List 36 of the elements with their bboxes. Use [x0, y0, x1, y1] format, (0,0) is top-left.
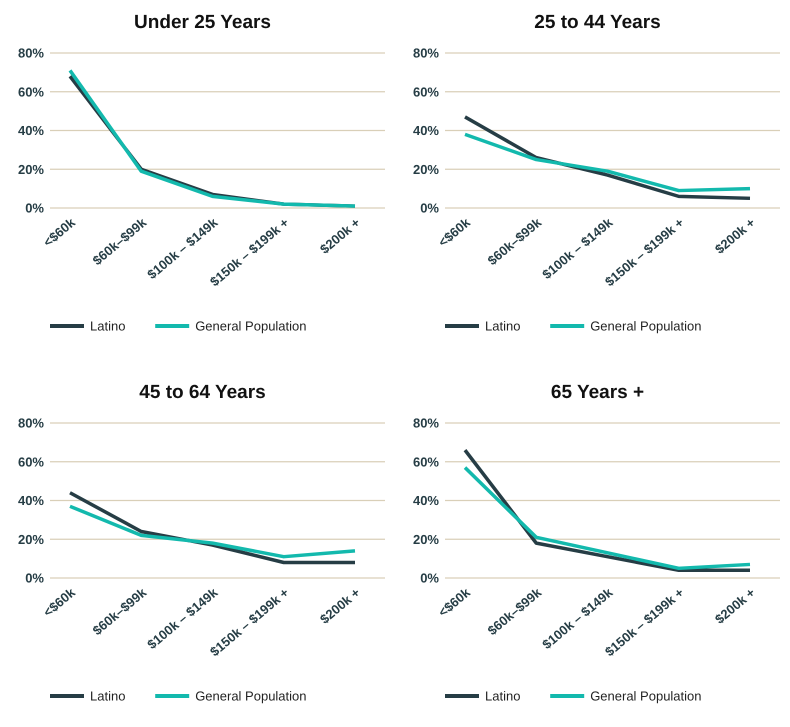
- y-tick-label: 20%: [18, 532, 44, 547]
- chart-title: 25 to 44 Years: [534, 12, 661, 33]
- y-tick-label: 80%: [18, 416, 44, 430]
- y-tick-label: 20%: [412, 162, 440, 177]
- y-tick-label: 20%: [412, 532, 440, 547]
- y-tick-label: 80%: [412, 416, 440, 430]
- y-tick-label: 40%: [412, 493, 440, 508]
- y-tick-label: 20%: [18, 162, 44, 177]
- y-tick-label: 80%: [412, 46, 440, 60]
- y-tick-label: 0%: [25, 200, 44, 216]
- y-tick-label: 60%: [18, 84, 44, 100]
- y-tick-label: 60%: [412, 454, 440, 470]
- line-series: [463, 448, 752, 572]
- line-series: [68, 504, 357, 558]
- legend-label: Latino: [485, 688, 520, 704]
- line-series: [463, 132, 752, 192]
- line-series: [463, 466, 752, 570]
- y-tick-label: 0%: [420, 200, 440, 216]
- chart-title: 65 Years +: [550, 382, 644, 403]
- y-tick-label: 0%: [25, 570, 44, 586]
- y-tick-label: 40%: [412, 123, 440, 138]
- y-tick-label: 40%: [18, 123, 44, 138]
- legend-label: Latino: [485, 318, 520, 334]
- y-tick-label: 0%: [420, 570, 440, 586]
- legend-label: Latino: [90, 318, 126, 334]
- chart-title: 45 to 64 Years: [139, 382, 266, 403]
- y-tick-label: 60%: [412, 84, 440, 100]
- legend-label: General Population: [195, 688, 307, 704]
- y-tick-label: 60%: [18, 454, 44, 470]
- y-tick-label: 40%: [18, 493, 44, 508]
- legend-label: General Population: [590, 688, 702, 704]
- legend-label: Latino: [90, 688, 126, 704]
- chart-title: Under 25 Years: [134, 12, 271, 33]
- y-tick-label: 80%: [18, 46, 44, 60]
- legend-label: General Population: [590, 318, 702, 334]
- legend-label: General Population: [195, 318, 307, 334]
